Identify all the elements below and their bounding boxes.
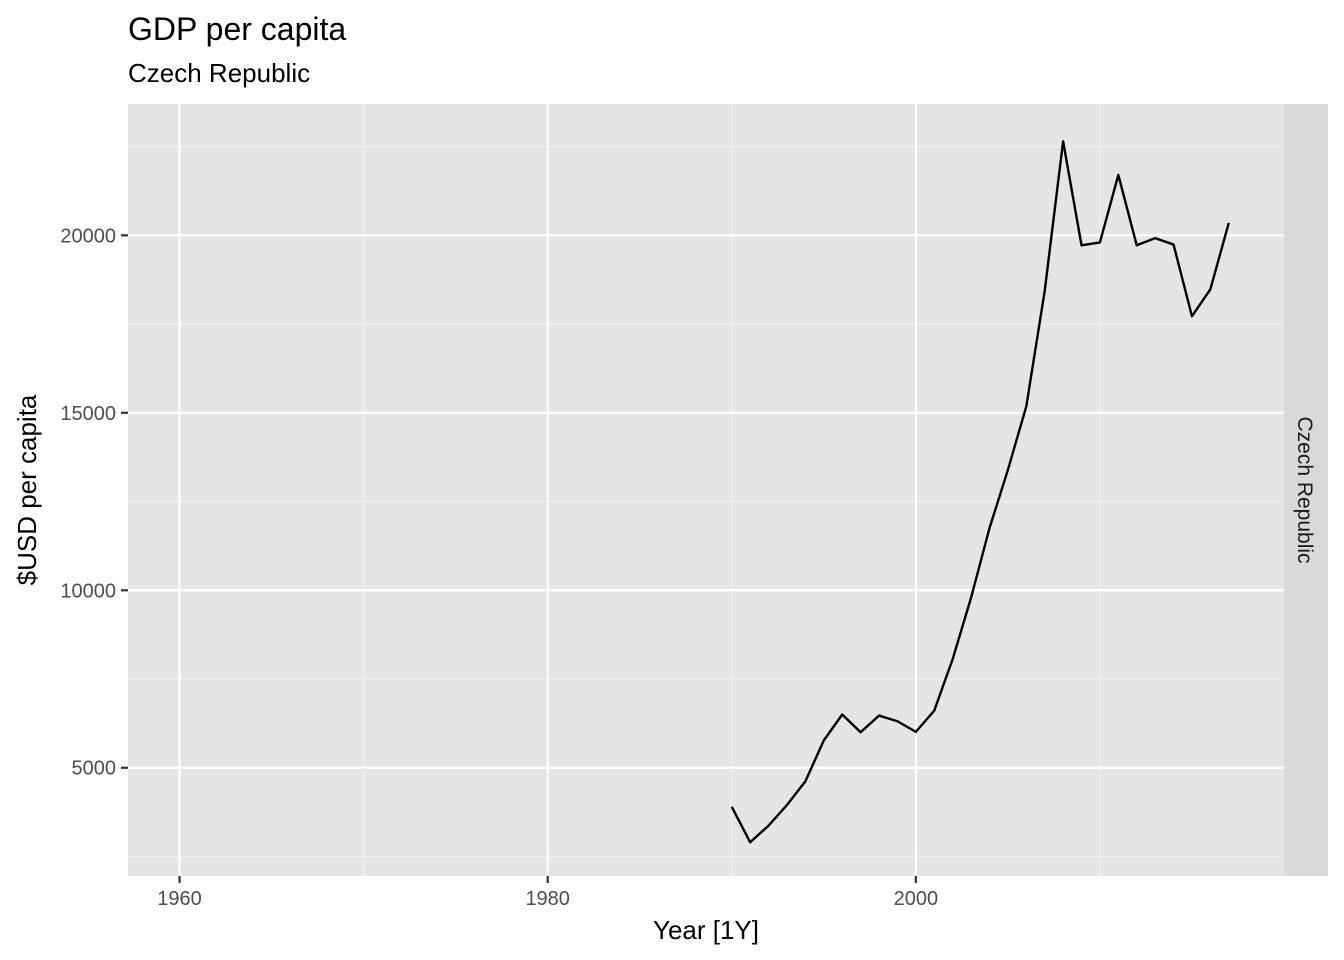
- data-point: [1079, 242, 1085, 248]
- data-point: [1115, 172, 1121, 178]
- data-point: [1042, 288, 1048, 294]
- y-tick-label: 10000: [60, 580, 116, 602]
- data-point: [1171, 242, 1177, 248]
- data-point: [1023, 403, 1029, 409]
- data-point: [968, 595, 974, 601]
- chart-subtitle: Czech Republic: [128, 58, 310, 88]
- facet-strip-label: Czech Republic: [1293, 416, 1316, 563]
- minor-gridlines: [128, 104, 1284, 876]
- data-point: [766, 823, 772, 829]
- y-tick-label: 20000: [60, 225, 116, 247]
- data-point: [1189, 313, 1195, 319]
- data-point: [894, 718, 900, 724]
- data-point: [1152, 235, 1158, 241]
- series-line: [730, 140, 1230, 844]
- data-point: [950, 656, 956, 662]
- x-tick-label: 1960: [157, 888, 202, 910]
- data-point: [1097, 239, 1103, 245]
- y-axis-title: $USD per capita: [12, 394, 42, 585]
- data-point: [913, 729, 919, 735]
- data-point: [1060, 138, 1066, 144]
- data-point: [821, 737, 827, 743]
- data-point: [1226, 220, 1232, 226]
- data-point: [747, 839, 753, 845]
- facet-strip: [1284, 104, 1328, 876]
- data-point: [729, 804, 735, 810]
- data-point: [986, 525, 992, 531]
- data-point: [858, 729, 864, 735]
- data-point: [784, 802, 790, 808]
- data-point: [1134, 242, 1140, 248]
- data-point: [876, 713, 882, 719]
- y-tick-label: 5000: [72, 758, 117, 780]
- data-point: [1005, 467, 1011, 473]
- y-tick-label: 15000: [60, 403, 116, 425]
- major-gridlines: [128, 104, 1284, 876]
- x-axis-title: Year [1Y]: [653, 915, 759, 945]
- x-tick-label: 2000: [894, 888, 939, 910]
- data-point: [839, 712, 845, 718]
- x-axis-ticks: 1960 1980 2000: [157, 876, 938, 910]
- plot-panel: [128, 104, 1284, 876]
- series-layer: [729, 138, 1232, 845]
- x-tick-label: 1980: [525, 888, 570, 910]
- data-point: [931, 708, 937, 714]
- y-axis-ticks: 5000 10000 15000 20000: [60, 225, 128, 780]
- data-point: [1207, 286, 1213, 292]
- data-point: [802, 778, 808, 784]
- chart-title: GDP per capita: [128, 11, 346, 47]
